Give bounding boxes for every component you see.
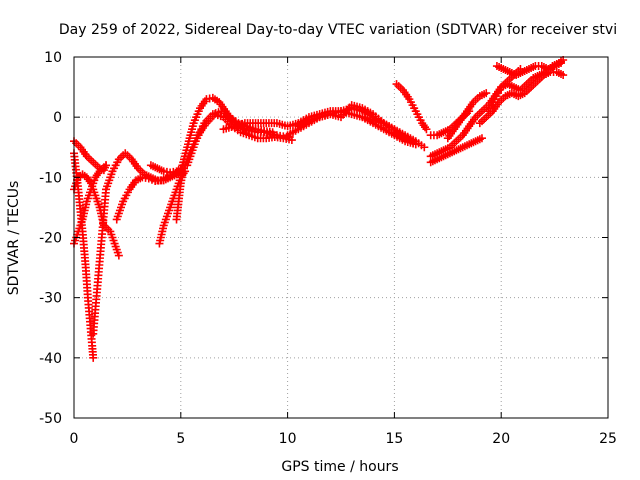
x-tick-label: 0 (70, 431, 79, 447)
data-point (114, 251, 123, 260)
data-point (420, 143, 429, 152)
data-point (268, 128, 277, 137)
x-tick-label: 25 (599, 431, 617, 447)
y-tick-label: -10 (39, 170, 62, 186)
y-tick-label: 0 (53, 110, 62, 126)
series-16 (294, 101, 420, 149)
y-tick-label: -20 (39, 231, 62, 247)
y-axis-label: SDTVAR / TECUs (6, 181, 22, 296)
series-22 (443, 89, 491, 143)
data-point (422, 125, 431, 134)
x-tick-label: 5 (176, 431, 185, 447)
data-series (70, 56, 568, 362)
data-point (411, 140, 420, 149)
chart-title: Day 259 of 2022, Sidereal Day-to-day VTE… (59, 22, 617, 38)
data-point (477, 134, 486, 143)
x-axis-label: GPS time / hours (281, 459, 398, 475)
x-tick-label: 10 (279, 431, 297, 447)
x-tick-label: 20 (492, 431, 510, 447)
data-point (287, 136, 296, 145)
data-point (89, 353, 98, 362)
series-15 (283, 104, 429, 152)
data-point (102, 161, 111, 170)
series-18 (392, 80, 431, 134)
y-tick-label: -30 (39, 291, 62, 307)
series-17 (358, 113, 420, 149)
data-point (557, 59, 566, 68)
data-point (559, 71, 568, 80)
series-25 (492, 59, 566, 80)
axis-ticks: 0 5 10 15 20 25 -50 -40 -30 -20 -10 0 10 (39, 50, 617, 447)
y-tick-label: -50 (39, 411, 62, 427)
series-2 (70, 149, 98, 362)
x-tick-label: 15 (385, 431, 403, 447)
y-tick-label: -40 (39, 351, 62, 367)
series-3 (89, 185, 111, 338)
y-tick-label: 10 (44, 50, 62, 66)
data-point (482, 89, 491, 98)
series-20 (426, 65, 525, 161)
